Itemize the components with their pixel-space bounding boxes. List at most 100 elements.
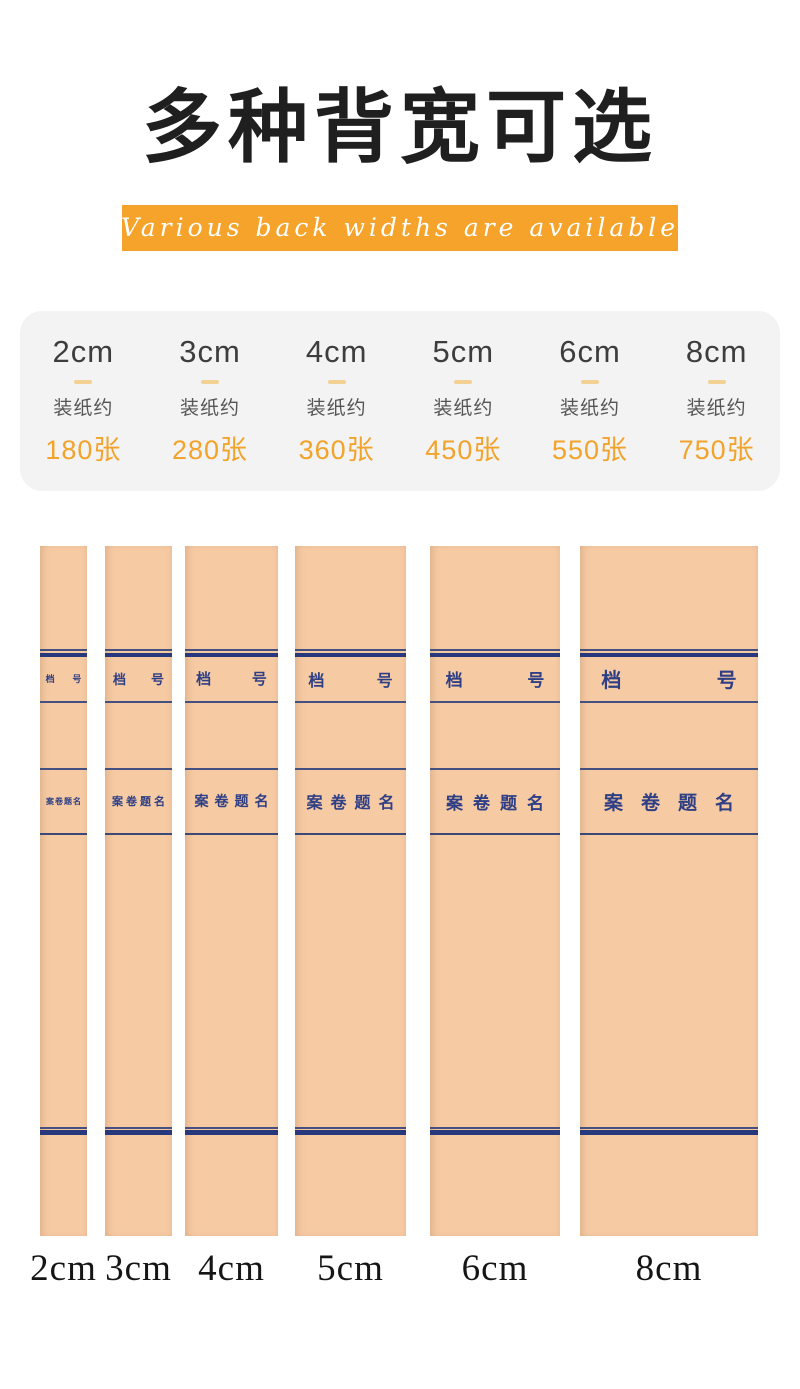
size-option: 5cm 装纸约 450张: [400, 334, 527, 467]
case-title-label: 案卷题名: [112, 796, 168, 809]
spine-column: 档 号 案卷题名 3cm: [105, 545, 172, 1296]
thin-rule: [185, 700, 278, 703]
spine-top-double-rule: [105, 648, 172, 657]
dash-divider: [200, 380, 219, 385]
thin-rule: [295, 767, 406, 770]
thick-rule: [430, 652, 560, 657]
file-number-label-right: 号: [527, 671, 545, 691]
thin-rule: [185, 648, 278, 651]
spine-column: 档 号 案卷题名 4cm: [185, 545, 278, 1296]
banner-subtitle: Various back widths are available: [120, 213, 680, 243]
file-number-row: 档 号: [580, 658, 758, 700]
dash-divider: [454, 380, 473, 385]
spine-width-label: 6cm: [461, 1247, 529, 1289]
spine-column: 档 号 案卷题名 5cm: [295, 545, 406, 1296]
sheet-count: 450张: [425, 435, 502, 466]
size-value: 8cm: [685, 334, 748, 370]
file-number-label-left: 档: [196, 671, 212, 689]
file-number-row: 档 号: [105, 658, 172, 700]
size-value: 4cm: [305, 334, 368, 370]
size-option: 3cm 装纸约 280张: [147, 334, 274, 467]
thick-rule: [105, 1129, 172, 1135]
size-value: 6cm: [559, 334, 621, 370]
thin-rule: [295, 1126, 406, 1129]
case-title-label: 案卷题名: [306, 795, 403, 813]
size-value: 2cm: [52, 334, 115, 370]
thin-rule: [185, 832, 278, 835]
thin-rule: [580, 767, 758, 770]
file-number-label-left: 档: [113, 672, 127, 688]
spine-width-label: 5cm: [317, 1247, 384, 1289]
thin-rule: [40, 648, 87, 651]
thin-rule: [430, 1126, 560, 1129]
thick-rule: [580, 652, 758, 657]
thick-rule: [40, 652, 87, 657]
folder-spine: 档 号 案卷题名: [40, 545, 87, 1236]
size-option: 6cm 装纸约 550张: [527, 334, 654, 467]
size-card: 2cm 装纸约 180张 3cm 装纸约 280张 4cm 装纸约 360张 5…: [20, 310, 780, 491]
dash-divider: [707, 380, 726, 385]
size-option: 8cm 装纸约 750张: [653, 334, 780, 467]
thick-rule: [185, 652, 278, 657]
folder-spine: 档 号 案卷题名: [430, 545, 560, 1236]
thin-rule: [430, 832, 560, 835]
spine-width-label: 3cm: [105, 1247, 172, 1289]
size-value: 3cm: [179, 334, 241, 370]
thin-rule: [105, 648, 172, 651]
thin-rule: [430, 648, 560, 651]
spine-bottom-double-rule: [185, 1126, 278, 1135]
thick-rule: [295, 652, 406, 657]
sheet-count: 180张: [45, 435, 122, 466]
thin-rule: [580, 832, 758, 835]
case-title-label: 案卷题名: [446, 793, 554, 813]
thin-rule: [40, 1126, 87, 1129]
spine-column: 档 号 案卷题名 6cm: [430, 545, 560, 1296]
file-number-row: 档 号: [40, 658, 87, 700]
sheet-count: 550张: [551, 435, 629, 466]
file-number-label-left: 档: [308, 672, 325, 690]
thin-rule: [185, 1126, 278, 1129]
sheet-count: 750张: [678, 435, 755, 466]
file-number-label-right: 号: [72, 674, 82, 685]
folder-spine: 档 号 案卷题名: [295, 545, 406, 1236]
dash-divider: [580, 380, 599, 385]
file-number-label-left: 档: [445, 671, 463, 691]
thin-rule: [430, 700, 560, 703]
spine-width-label: 4cm: [198, 1247, 265, 1289]
spine-bottom-double-rule: [105, 1126, 172, 1135]
file-number-label-right: 号: [150, 672, 164, 688]
sheet-count: 280张: [171, 435, 249, 466]
spine-bottom-double-rule: [295, 1126, 406, 1135]
thin-rule: [105, 832, 172, 835]
file-number-label-right: 号: [376, 672, 393, 690]
spine-bottom-double-rule: [580, 1126, 758, 1135]
spine-top-double-rule: [295, 648, 406, 657]
spine-bottom-double-rule: [430, 1126, 560, 1135]
size-option: 4cm 装纸约 360张: [273, 334, 400, 467]
file-number-label-right: 号: [251, 671, 267, 689]
spine-bottom-double-rule: [40, 1126, 87, 1135]
thin-rule: [295, 700, 406, 703]
file-number-label-left: 档: [45, 674, 55, 685]
spine-width-label: 2cm: [30, 1247, 97, 1289]
thin-rule: [580, 700, 758, 703]
thin-rule: [295, 832, 406, 835]
thin-rule: [40, 832, 87, 835]
spine-column: 档 号 案卷题名 8cm: [580, 545, 758, 1296]
file-number-label-left: 档: [601, 670, 622, 693]
page-title: 多种背宽可选: [142, 85, 658, 173]
thin-rule: [40, 700, 87, 703]
dash-divider: [74, 380, 93, 385]
size-option: 2cm 装纸约 180张: [20, 334, 147, 467]
thin-rule: [105, 1126, 172, 1129]
spine-top-double-rule: [430, 648, 560, 657]
case-title-label: 案卷题名: [603, 792, 752, 814]
thin-rule: [580, 648, 758, 651]
capacity-label: 装纸约: [53, 398, 114, 420]
thin-rule: [430, 767, 560, 770]
folder-spine: 档 号 案卷题名: [185, 545, 278, 1236]
folder-spine: 档 号 案卷题名: [105, 545, 172, 1236]
spine-top-double-rule: [40, 648, 87, 657]
capacity-label: 装纸约: [306, 398, 367, 420]
case-title-label: 案卷题名: [46, 796, 82, 806]
